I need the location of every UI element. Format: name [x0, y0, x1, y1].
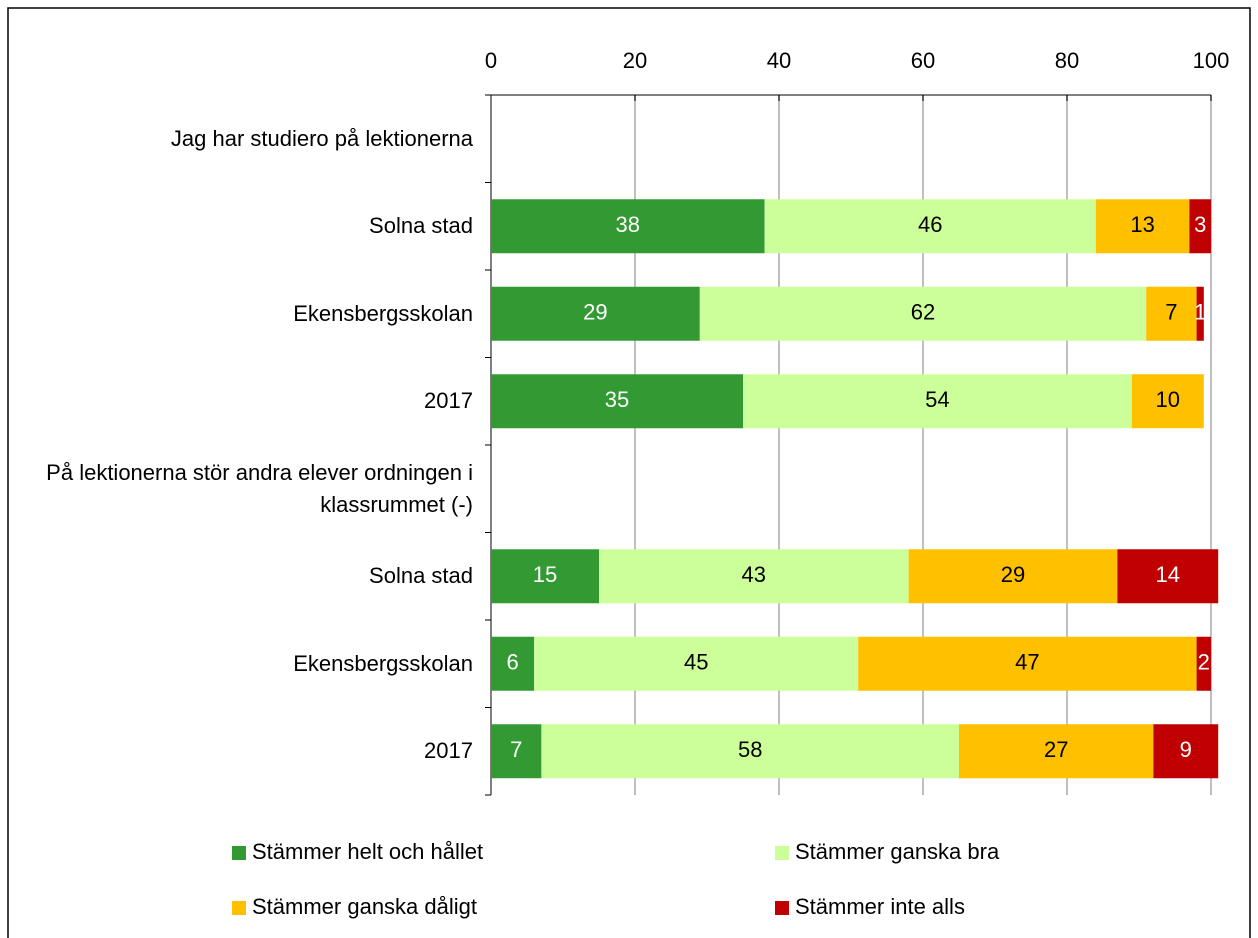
x-tick-label: 0: [485, 48, 497, 73]
value-label: 13: [1130, 212, 1154, 237]
value-label: 14: [1156, 562, 1180, 587]
legend-label: Stämmer inte alls: [795, 894, 965, 919]
legend-label: Stämmer ganska dåligt: [252, 894, 477, 919]
bar-segment: [1196, 636, 1211, 691]
bar-segment: [541, 724, 959, 779]
legend-swatch: [775, 846, 789, 860]
category-label: 2017: [424, 388, 473, 414]
value-label: 29: [583, 300, 607, 325]
bar-segment: [908, 549, 1118, 604]
bar-segment: [599, 549, 909, 604]
bar-segment: [491, 549, 599, 604]
category-label: Jag har studiero på lektionerna: [170, 125, 473, 151]
value-label: 45: [684, 650, 708, 675]
x-tick-label: 100: [1193, 48, 1230, 73]
bar-segment: [1131, 374, 1204, 429]
category-label: Solna stad: [369, 563, 473, 589]
category-label: 2017: [424, 738, 473, 764]
value-label: 3: [1194, 212, 1206, 237]
value-label: 54: [925, 387, 949, 412]
category-label: Solna stad: [369, 213, 473, 239]
legend-swatch: [232, 901, 246, 915]
bar-segment: [764, 199, 1096, 254]
frame: [7, 7, 1251, 938]
value-label: 29: [1001, 562, 1025, 587]
value-label: 43: [742, 562, 766, 587]
legend-swatch: [232, 846, 246, 860]
bar-segment: [491, 724, 542, 779]
value-label: 1: [1194, 300, 1206, 325]
value-label: 2: [1198, 650, 1210, 675]
bar-segment: [1095, 199, 1190, 254]
bar-segment: [858, 636, 1197, 691]
bar-segment: [1189, 199, 1211, 254]
legend-label: Stämmer helt och hållet: [252, 839, 483, 864]
value-label: 7: [510, 737, 522, 762]
value-label: 38: [616, 212, 640, 237]
category-label: På lektionerna stör andra elever ordning…: [46, 459, 473, 517]
bar-segment: [491, 374, 743, 429]
value-label: 47: [1015, 650, 1039, 675]
value-label: 58: [738, 737, 762, 762]
bar-segment: [491, 636, 535, 691]
bar-segment: [1117, 549, 1219, 604]
value-label: 9: [1180, 737, 1192, 762]
bar-segment: [959, 724, 1154, 779]
bar-segment: [743, 374, 1132, 429]
value-label: 10: [1156, 387, 1180, 412]
bar-segment: [491, 199, 765, 254]
category-label: Ekensbergsskolan: [293, 650, 473, 676]
value-label: 46: [918, 212, 942, 237]
x-tick-label: 80: [1055, 48, 1079, 73]
value-label: 7: [1165, 300, 1177, 325]
value-label: 27: [1044, 737, 1068, 762]
value-label: 62: [911, 300, 935, 325]
legend-swatch: [775, 901, 789, 915]
x-tick-label: 40: [767, 48, 791, 73]
bar-segment: [1146, 286, 1197, 341]
value-label: 6: [506, 650, 518, 675]
category-label: Ekensbergsskolan: [293, 300, 473, 326]
bar-segment: [1196, 286, 1204, 341]
value-label: 35: [605, 387, 629, 412]
legend-label: Stämmer ganska bra: [795, 839, 1000, 864]
x-tick-label: 60: [911, 48, 935, 73]
bar-segment: [1153, 724, 1219, 779]
x-tick-label: 20: [623, 48, 647, 73]
value-label: 15: [533, 562, 557, 587]
bar-segment: [491, 286, 700, 341]
bar-segment: [699, 286, 1147, 341]
bar-segment: [534, 636, 859, 691]
